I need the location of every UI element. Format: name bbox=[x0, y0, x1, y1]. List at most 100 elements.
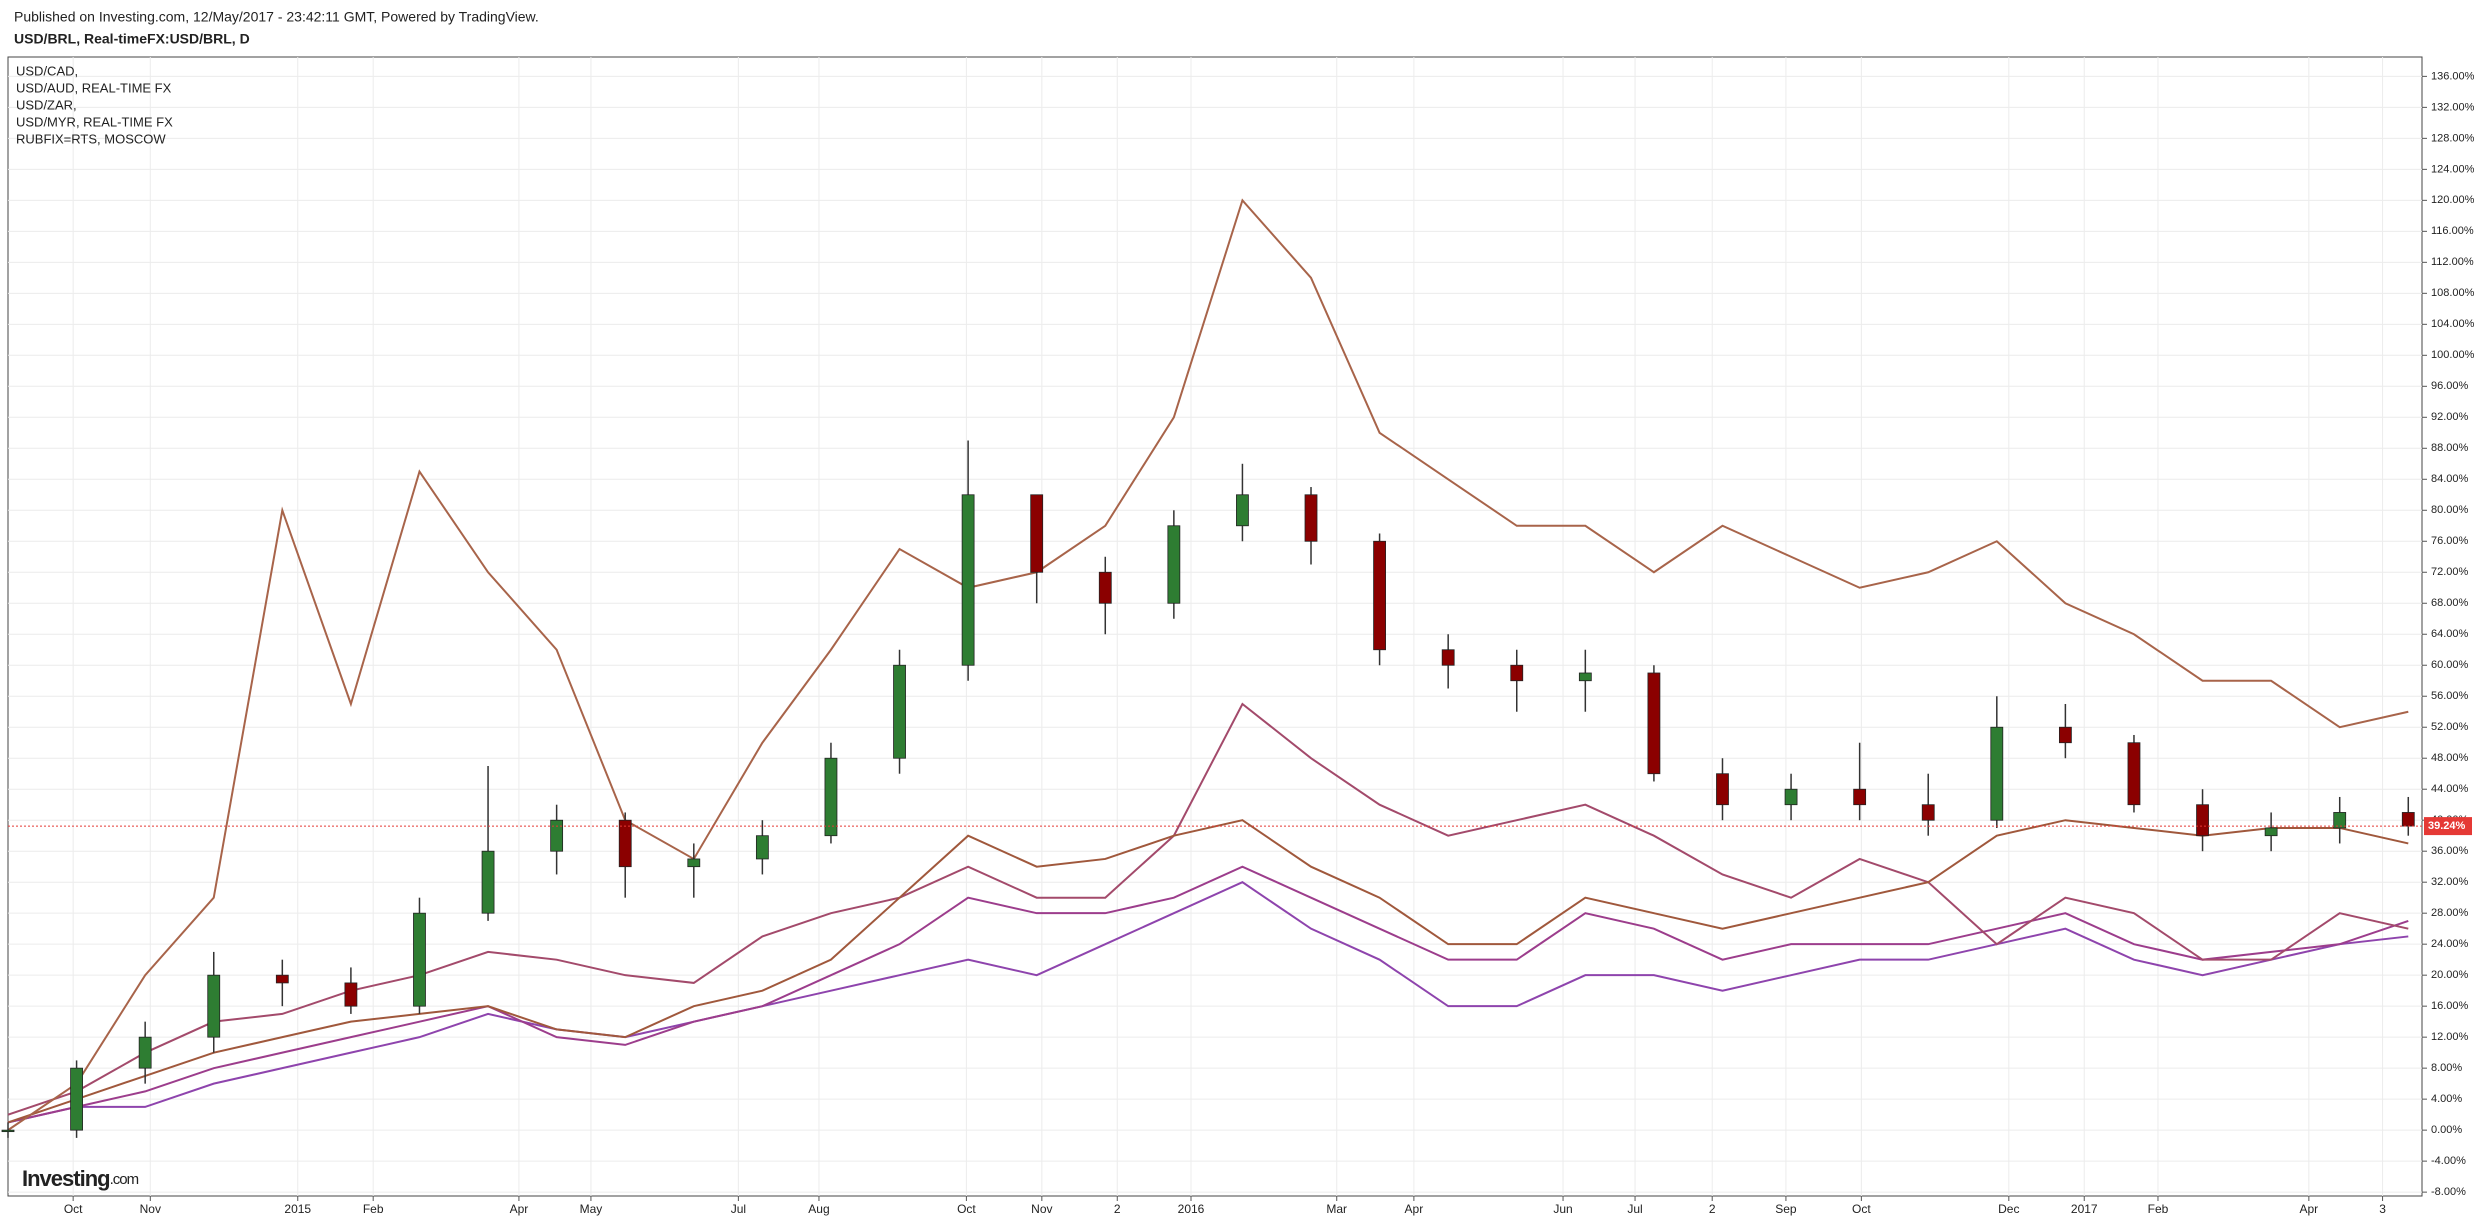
logo: Investing.com bbox=[22, 1166, 139, 1191]
candle-body bbox=[1441, 649, 1455, 666]
candle-body bbox=[138, 1036, 152, 1069]
x-tick-label: Jul bbox=[731, 1202, 746, 1216]
y-tick-label: 76.00% bbox=[2431, 535, 2469, 547]
x-tick-label: May bbox=[580, 1202, 603, 1216]
x-tick-label: Jul bbox=[1627, 1202, 1642, 1216]
candle-body bbox=[413, 912, 426, 1007]
last-price-label: 39.24% bbox=[2428, 820, 2466, 832]
candle-body bbox=[550, 819, 564, 852]
candle-body bbox=[1, 1129, 15, 1133]
y-tick-label: 68.00% bbox=[2431, 597, 2469, 609]
y-tick-label: 12.00% bbox=[2431, 1031, 2469, 1043]
legend-entry: USD/MYR, REAL-TIME FX bbox=[16, 114, 173, 129]
chart-subtitle: USD/BRL, Real-timeFX:USD/BRL, D bbox=[14, 31, 250, 47]
y-tick-label: 108.00% bbox=[2431, 287, 2475, 299]
x-tick-label: Oct bbox=[1852, 1202, 1871, 1216]
x-tick-label: Nov bbox=[140, 1202, 161, 1216]
candle-body bbox=[1030, 494, 1044, 573]
x-tick-label: Feb bbox=[2148, 1202, 2169, 1216]
y-tick-label: 32.00% bbox=[2431, 876, 2469, 888]
candle-body bbox=[1853, 788, 1867, 806]
candle-body bbox=[70, 1067, 83, 1131]
candle-body bbox=[1236, 494, 1249, 527]
candle-body bbox=[2127, 742, 2141, 806]
y-tick-label: 84.00% bbox=[2431, 473, 2469, 485]
marks bbox=[1, 198, 2422, 1138]
last-price-tag bbox=[2424, 817, 2472, 836]
legend-entry: USD/CAD, bbox=[16, 63, 78, 78]
x-tick-label: Apr bbox=[510, 1202, 529, 1216]
candle-body bbox=[344, 982, 358, 1007]
labels: -8.00% -4.00% 0.00% 4.00% 8.00% 12.00% 16.00% 2… bbox=[16, 63, 2475, 1216]
candle-body bbox=[1647, 672, 1661, 775]
x-tick-label: Oct bbox=[64, 1202, 83, 1216]
y-tick-label: 64.00% bbox=[2431, 628, 2469, 640]
y-tick-label: 112.00% bbox=[2431, 256, 2474, 268]
series-line bbox=[7, 819, 2409, 1124]
candle-body bbox=[1921, 804, 1935, 821]
candle-body bbox=[1373, 540, 1386, 651]
y-tick-label: 16.00% bbox=[2431, 1000, 2469, 1012]
plot-frame bbox=[7, 56, 2423, 1197]
x-tick-label: Feb bbox=[363, 1202, 384, 1216]
x-tick-label: 2 bbox=[1114, 1202, 1121, 1216]
y-tick-label: 8.00% bbox=[2431, 1062, 2462, 1074]
series-line bbox=[7, 198, 2409, 1131]
legend-entry: RUBFIX=RTS, MOSCOW bbox=[16, 131, 166, 146]
x-tick-label: Aug bbox=[808, 1202, 829, 1216]
candle-body bbox=[687, 858, 701, 868]
series-line bbox=[7, 881, 2409, 1124]
candle-body bbox=[824, 757, 838, 837]
series-line bbox=[7, 702, 2409, 1116]
y-tick-label: 100.00% bbox=[2431, 349, 2475, 361]
y-tick-label: 20.00% bbox=[2431, 969, 2469, 981]
candle-body bbox=[1304, 494, 1318, 542]
x-tick-label: 2 bbox=[1709, 1202, 1716, 1216]
y-tick-label: 52.00% bbox=[2431, 721, 2469, 733]
candle-body bbox=[2333, 812, 2347, 829]
candle-body bbox=[893, 664, 906, 759]
x-tick-label: 3 bbox=[2379, 1202, 2386, 1216]
y-tick-label: 136.00% bbox=[2431, 70, 2475, 82]
x-tick-label: Nov bbox=[1031, 1202, 1052, 1216]
x-tick-label: Oct bbox=[957, 1202, 976, 1216]
y-tick-label: 44.00% bbox=[2431, 783, 2469, 795]
y-tick-label: 124.00% bbox=[2431, 163, 2475, 175]
y-tick-label: 48.00% bbox=[2431, 752, 2469, 764]
candle-body bbox=[618, 819, 632, 868]
y-tick-label: 28.00% bbox=[2431, 907, 2469, 919]
candle-body bbox=[207, 974, 221, 1038]
candle-body bbox=[1098, 571, 1112, 604]
series-line bbox=[7, 865, 2409, 1124]
x-tick-label: Jun bbox=[1553, 1202, 1572, 1216]
y-tick-label: 92.00% bbox=[2431, 411, 2469, 423]
candle-body bbox=[1578, 672, 1592, 682]
x-tick-label: Apr bbox=[2300, 1202, 2319, 1216]
x-tick-label: 2015 bbox=[284, 1202, 311, 1216]
y-tick-label: -8.00% bbox=[2431, 1186, 2466, 1198]
candle-body bbox=[1784, 788, 1798, 806]
x-tick-label: 2017 bbox=[2071, 1202, 2098, 1216]
y-tick-label: 88.00% bbox=[2431, 442, 2469, 454]
candle-body bbox=[1510, 664, 1524, 682]
candle-body bbox=[961, 494, 975, 666]
candle-body bbox=[1716, 773, 1729, 806]
candle-body bbox=[2401, 812, 2415, 827]
candle-body bbox=[275, 974, 289, 984]
candle-body bbox=[2264, 827, 2278, 837]
y-tick-label: 116.00% bbox=[2431, 225, 2474, 237]
chart-title: Published on Investing.com, 12/May/2017 … bbox=[14, 9, 539, 25]
y-tick-label: 80.00% bbox=[2431, 504, 2469, 516]
x-tick-label: Mar bbox=[1326, 1202, 1347, 1216]
logo-suffix: .com bbox=[110, 1171, 139, 1188]
candle-body bbox=[1990, 726, 2004, 821]
x-tick-label: Dec bbox=[1998, 1202, 2019, 1216]
candle-body bbox=[1167, 525, 1181, 604]
y-tick-label: 72.00% bbox=[2431, 566, 2469, 578]
x-tick-label: Apr bbox=[1405, 1202, 1424, 1216]
y-tick-label: 0.00% bbox=[2431, 1124, 2462, 1136]
y-tick-label: 36.00% bbox=[2431, 845, 2469, 857]
